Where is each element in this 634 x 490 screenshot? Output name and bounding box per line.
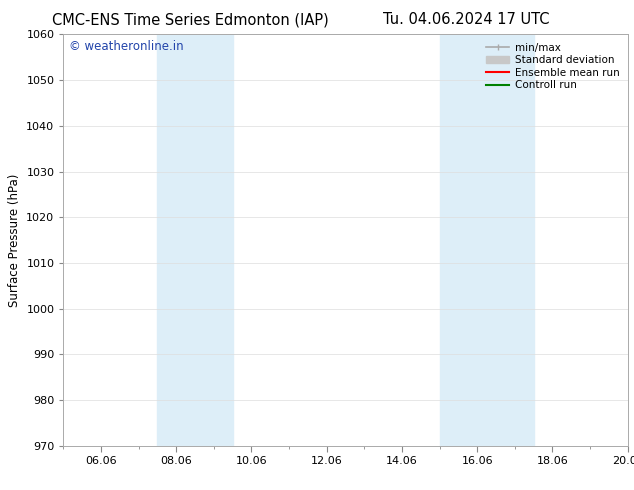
Text: CMC-ENS Time Series Edmonton (IAP): CMC-ENS Time Series Edmonton (IAP) xyxy=(52,12,328,27)
Bar xyxy=(157,34,233,446)
Y-axis label: Surface Pressure (hPa): Surface Pressure (hPa) xyxy=(8,173,21,307)
Text: Tu. 04.06.2024 17 UTC: Tu. 04.06.2024 17 UTC xyxy=(383,12,549,27)
Legend: min/max, Standard deviation, Ensemble mean run, Controll run: min/max, Standard deviation, Ensemble me… xyxy=(483,40,623,94)
Bar xyxy=(439,34,534,446)
Text: © weatheronline.in: © weatheronline.in xyxy=(69,41,184,53)
